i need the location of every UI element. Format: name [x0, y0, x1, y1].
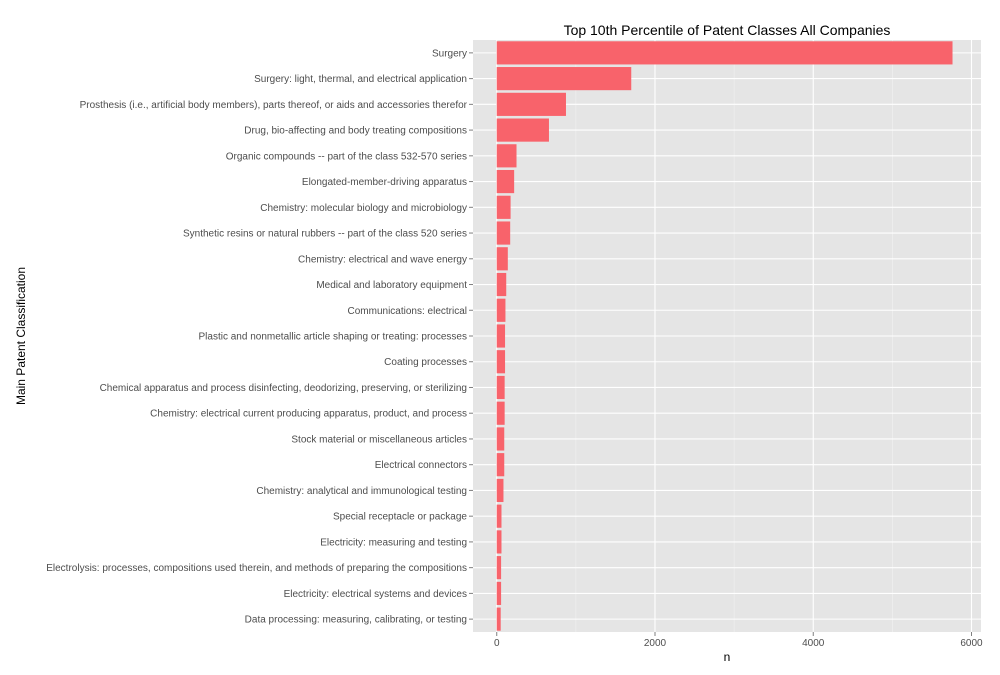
category-label: Medical and laboratory equipment — [316, 280, 467, 291]
category-label: Special receptacle or package — [333, 512, 467, 523]
category-label: Elongated-member-driving apparatus — [302, 177, 467, 188]
bar — [497, 93, 566, 116]
bar — [497, 324, 505, 347]
category-label: Coating processes — [384, 357, 467, 368]
bar — [497, 196, 511, 219]
category-label: Chemistry: electrical current producing … — [150, 409, 467, 420]
category-label: Chemical apparatus and process disinfect… — [100, 383, 467, 394]
bar — [497, 41, 953, 64]
category-label: Prosthesis (i.e., artificial body member… — [80, 100, 468, 111]
bar — [497, 427, 505, 450]
bar — [497, 453, 505, 476]
category-label: Chemistry: electrical and wave energy — [298, 254, 467, 265]
category-label: Drug, bio-affecting and body treating co… — [244, 126, 467, 137]
bar — [497, 247, 508, 270]
bar — [497, 221, 510, 244]
category-label: Plastic and nonmetallic article shaping … — [199, 332, 467, 343]
bar — [497, 479, 504, 502]
x-tick-label: 6000 — [960, 638, 983, 649]
bar — [497, 556, 501, 579]
bar — [497, 608, 501, 631]
bar — [497, 119, 549, 142]
category-label: Electricity: electrical systems and devi… — [284, 589, 467, 600]
bar — [497, 67, 632, 90]
x-ticks: 0 2000 4000 6000 — [494, 632, 983, 649]
category-label: Electrical connectors — [375, 460, 467, 471]
bar — [497, 376, 505, 399]
y-axis-title: Main Patent Classification — [14, 267, 28, 405]
category-label: Communications: electrical — [348, 306, 468, 317]
bar — [497, 582, 501, 605]
category-labels: Surgery Surgery: light, thermal, and elec… — [46, 48, 473, 625]
bar — [497, 170, 514, 193]
category-label: Electricity: measuring and testing — [320, 537, 467, 548]
category-label: Surgery: light, thermal, and electrical … — [254, 74, 467, 85]
x-tick-label: 4000 — [802, 638, 825, 649]
category-label: Organic compounds -- part of the class 5… — [226, 151, 467, 162]
bar — [497, 299, 506, 322]
bar — [497, 402, 505, 425]
chart-title: Top 10th Percentile of Patent Classes Al… — [564, 22, 891, 38]
bar — [497, 350, 505, 373]
category-label: Chemistry: analytical and immunological … — [256, 486, 467, 497]
bar — [497, 505, 502, 528]
category-label: Electrolysis: processes, compositions us… — [46, 563, 467, 574]
bar — [497, 530, 502, 553]
bar — [497, 144, 517, 167]
category-label: Chemistry: molecular biology and microbi… — [260, 203, 467, 214]
bar — [497, 273, 506, 296]
x-axis-title: n — [724, 650, 731, 664]
category-label: Stock material or miscellaneous articles — [291, 434, 467, 445]
x-tick-label: 0 — [494, 638, 500, 649]
category-label: Surgery — [432, 48, 467, 59]
category-label: Data processing: measuring, calibrating,… — [245, 615, 467, 626]
x-tick-label: 2000 — [644, 638, 667, 649]
category-label: Synthetic resins or natural rubbers -- p… — [183, 229, 467, 240]
